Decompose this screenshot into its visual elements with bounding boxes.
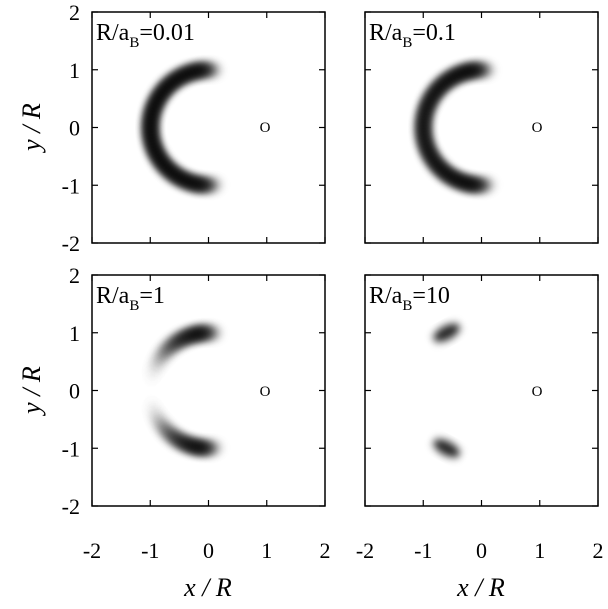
x-tick-label: -1 <box>141 538 159 563</box>
tick-marks <box>364 274 599 507</box>
density-map <box>415 62 498 193</box>
origin-marker: O <box>260 384 271 400</box>
density-segment <box>482 177 498 193</box>
y-tick-label: -2 <box>62 231 80 256</box>
y-axis-label: y / R <box>17 103 46 154</box>
x-tick-label: -1 <box>414 538 432 563</box>
origin-marker: O <box>260 120 271 136</box>
density-segment <box>209 177 225 193</box>
panel-bottom-right: R/aB=10 O x / R -2 -1 0 1 2 <box>356 274 604 602</box>
y-tick-label: 2 <box>69 263 80 288</box>
density-segment <box>209 440 225 456</box>
x-tick-label: 2 <box>593 538 604 563</box>
panel-bottom-left: R/aB=1 O y / R x / R 2 1 0 -1 -2-2 -1 0 1 2 <box>17 263 331 602</box>
x-tick-label: -2 <box>356 538 374 563</box>
density-map <box>148 325 225 456</box>
panel-title: R/aB=1 <box>96 283 165 314</box>
panel-title: R/aB=10 <box>369 283 450 314</box>
x-tick-label: 1 <box>261 538 272 563</box>
x-tick-label: 0 <box>203 538 214 563</box>
origin-marker: O <box>532 120 543 136</box>
y-tick-label: 0 <box>69 116 80 141</box>
y-tick-label: -1 <box>62 436 80 461</box>
density-map <box>142 62 225 193</box>
y-tick-label: -2 <box>62 494 80 519</box>
y-tick-label: 2 <box>69 0 80 25</box>
y-tick-label: 1 <box>69 58 80 83</box>
panel-frame <box>91 11 326 244</box>
x-tick-label: 1 <box>534 538 545 563</box>
panel-frame <box>364 274 599 507</box>
panel-frame <box>364 11 599 244</box>
density-map <box>433 323 460 458</box>
y-tick-label: 1 <box>69 321 80 346</box>
panel-frame <box>91 274 326 507</box>
y-axis-label: y / R <box>17 366 46 417</box>
x-axis-label: x / R <box>456 573 505 602</box>
panel-title: R/aB=0.1 <box>369 20 456 51</box>
panel-top-right: R/aB=0.1 O <box>364 11 599 244</box>
tick-marks <box>91 11 326 244</box>
x-axis-label: x / R <box>183 573 232 602</box>
x-tick-label: -2 <box>83 538 101 563</box>
density-blob <box>433 439 460 458</box>
y-tick-label: -1 <box>62 173 80 198</box>
density-segment <box>148 358 164 374</box>
panel-top-left: R/aB=0.01 O y / R 2 1 0 -1 -2 <box>17 0 326 256</box>
x-tick-label: 2 <box>320 538 331 563</box>
density-blob <box>433 323 460 342</box>
tick-marks <box>91 274 326 507</box>
x-tick-label: 0 <box>476 538 487 563</box>
tick-marks <box>364 11 599 244</box>
y-tick-label: 0 <box>69 379 80 404</box>
origin-marker: O <box>532 384 543 400</box>
panel-title: R/aB=0.01 <box>96 20 195 51</box>
